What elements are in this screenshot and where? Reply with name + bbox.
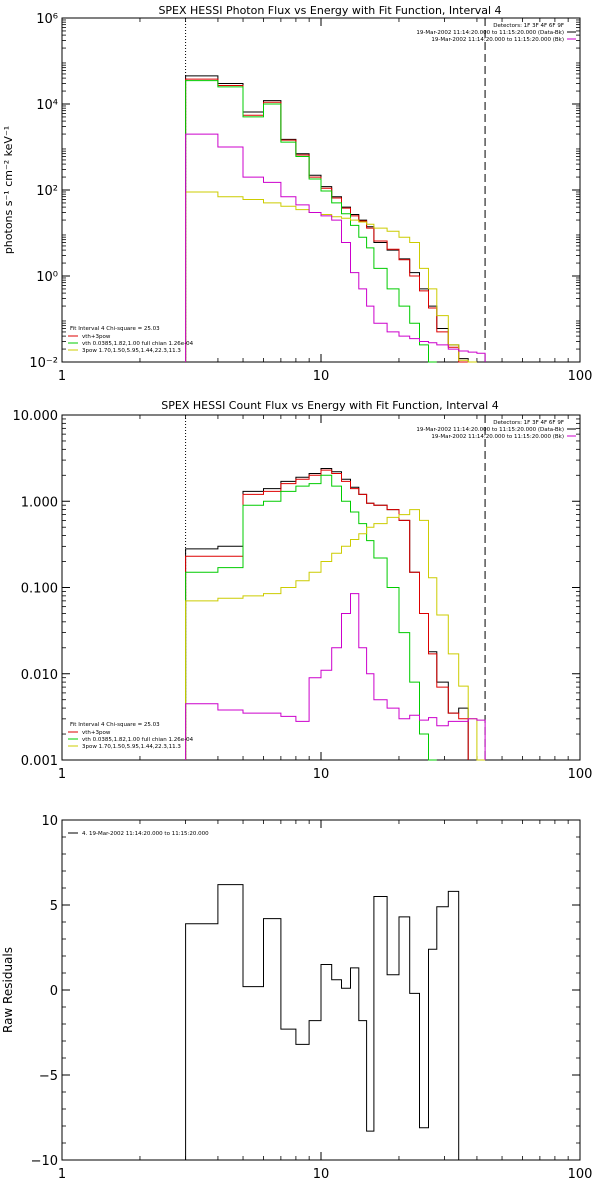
plot-frame — [61, 414, 581, 761]
y-tick-label: 1.000 — [21, 495, 58, 510]
y-tick-label: 5 — [50, 899, 58, 914]
legend-right-text: 19-Mar-2002 11:14:20.000 to 11:15:20.000… — [431, 434, 564, 440]
legend-left-text: vth+3pow — [82, 730, 111, 736]
x-tick-label: 100 — [568, 369, 593, 384]
x-tick-label: 10 — [313, 369, 330, 384]
x-tick-label: 100 — [568, 767, 593, 782]
count-flux-legend-header: Fit Interval 4 Chi-square = 25.03 — [70, 722, 160, 728]
legend-left-text: vth 0.0385,1.82,1.00 full chian 1.26e-04 — [82, 341, 194, 347]
legend-right-text: Detectors: 1F 3F 4F 6F 9F — [493, 420, 564, 426]
photon-flux-panel: SPEX HESSI Photon Flux vs Energy with Fi… — [2, 4, 592, 384]
series-bk — [185, 593, 486, 760]
series-vth — [185, 80, 437, 363]
residuals-panel: Raw Residuals 1 10 100 −10 −5 0 5 10 4. 19-Mar-2… — [1, 814, 592, 1182]
legend-left-text: 4. 19-Mar-2002 11:14:20.000 to 11:15:20.… — [82, 831, 209, 837]
series-residuals — [185, 884, 460, 1160]
count-flux-title: SPEX HESSI Count Flux vs Energy with Fit… — [161, 399, 498, 412]
photon-flux-legend-header: Fit Interval 4 Chi-square = 25.03 — [70, 326, 160, 332]
count-flux-panel: SPEX HESSI Count Flux vs Energy with Fit… — [13, 399, 593, 782]
legend-left-text: 3pow 1.70,1.50,5.95,1.44,22.3,11.3 — [82, 744, 181, 750]
y-tick-label: 10² — [36, 184, 58, 199]
y-tick-label: 0.001 — [21, 754, 58, 769]
y-tick-label: 0.100 — [21, 582, 58, 597]
x-tick-label: 1 — [58, 1167, 66, 1182]
photon-flux-title: SPEX HESSI Photon Flux vs Energy with Fi… — [158, 4, 501, 17]
series-data-bk — [185, 75, 469, 362]
legend-right-text: Detectors: 1F 3F 4F 6F 9F — [493, 23, 564, 29]
x-tick-label: 1 — [58, 369, 66, 384]
series-vth — [185, 474, 437, 761]
y-tick-label: 10⁴ — [36, 98, 58, 113]
legend-left-text: 3pow 1.70,1.50,5.95,1.44,22.3,11.3 — [82, 348, 181, 354]
x-tick-label: 1 — [58, 767, 66, 782]
series-data-bk — [185, 468, 469, 760]
y-tick-label: 10⁻² — [29, 356, 58, 371]
series-3pow — [185, 509, 486, 761]
legend-right-text: 19-Mar-2002 11:14:20.000 to 11:15:20.000… — [416, 427, 564, 433]
series-3pow — [185, 191, 477, 363]
residuals-ylabel: Raw Residuals — [1, 947, 15, 1033]
series-vth-3pow — [185, 78, 469, 363]
y-tick-label: 10⁰ — [36, 270, 58, 285]
y-tick-label: −5 — [39, 1069, 58, 1084]
legend-left-text: vth 0.0385,1.82,1.00 full chian 1.26e-04 — [82, 737, 194, 743]
y-tick-label: 10⁶ — [36, 12, 58, 27]
photon-flux-ylabel: photons s⁻¹ cm⁻² keV⁻¹ — [2, 126, 15, 254]
y-tick-label: 10 — [41, 814, 58, 829]
series-vth-3pow — [185, 469, 469, 760]
y-tick-label: 0 — [50, 984, 58, 999]
x-tick-label: 10 — [313, 1167, 330, 1182]
legend-right-text: 19-Mar-2002 11:14:20.000 to 11:15:20.000… — [431, 37, 564, 43]
y-tick-label: 0.010 — [21, 668, 58, 683]
y-tick-label: 10.000 — [13, 409, 59, 424]
x-tick-label: 10 — [313, 767, 330, 782]
legend-right-text: 19-Mar-2002 11:14:20.000 to 11:15:20.000… — [416, 30, 564, 36]
legend-left-text: vth+3pow — [82, 334, 111, 340]
x-tick-label: 100 — [568, 1167, 593, 1182]
series-bk — [185, 133, 486, 362]
y-tick-label: −10 — [31, 1154, 58, 1169]
